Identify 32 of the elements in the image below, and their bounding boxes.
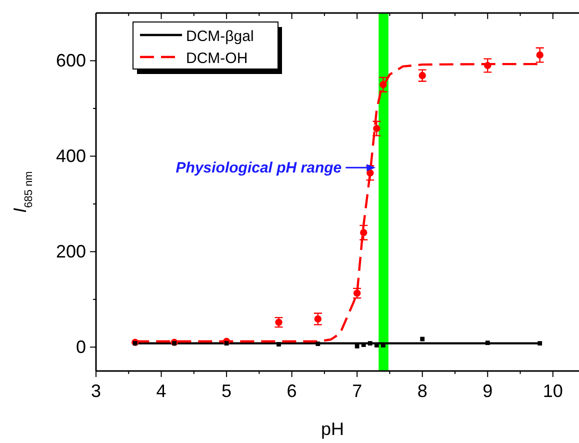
point: [380, 81, 387, 88]
point: [316, 342, 320, 346]
point: [368, 341, 372, 346]
point: [373, 124, 380, 132]
point: [538, 341, 542, 346]
point: [536, 51, 544, 59]
x-tick-label: 6: [286, 381, 297, 401]
point: [224, 341, 229, 346]
x-tick-label: 7: [352, 381, 362, 401]
x-tick-label: 3: [90, 381, 102, 401]
y-tick-label: 200: [56, 242, 86, 262]
point: [276, 342, 281, 346]
annotation: Physiological pH range: [176, 160, 342, 177]
x-tick-label: 5: [222, 381, 232, 401]
point: [485, 340, 490, 346]
point: [360, 228, 368, 236]
point: [484, 62, 492, 70]
y-tick-label: 600: [56, 50, 86, 71]
point: [132, 341, 138, 346]
legend-label: DCM-βgal: [186, 28, 254, 45]
legend-label: DCM-OH: [186, 50, 248, 67]
x-tick-label: 4: [156, 381, 166, 401]
x-tick-label: 9: [482, 381, 493, 401]
y-tick-label: 0: [76, 337, 86, 358]
x-tick-label: 8: [417, 381, 428, 401]
point: [366, 169, 374, 177]
point: [354, 344, 360, 348]
point: [172, 341, 177, 346]
x-tick-label: 10: [542, 381, 563, 401]
x-axis-title: pH: [320, 419, 344, 439]
point: [420, 336, 425, 342]
y-tick-label: 400: [56, 146, 86, 166]
